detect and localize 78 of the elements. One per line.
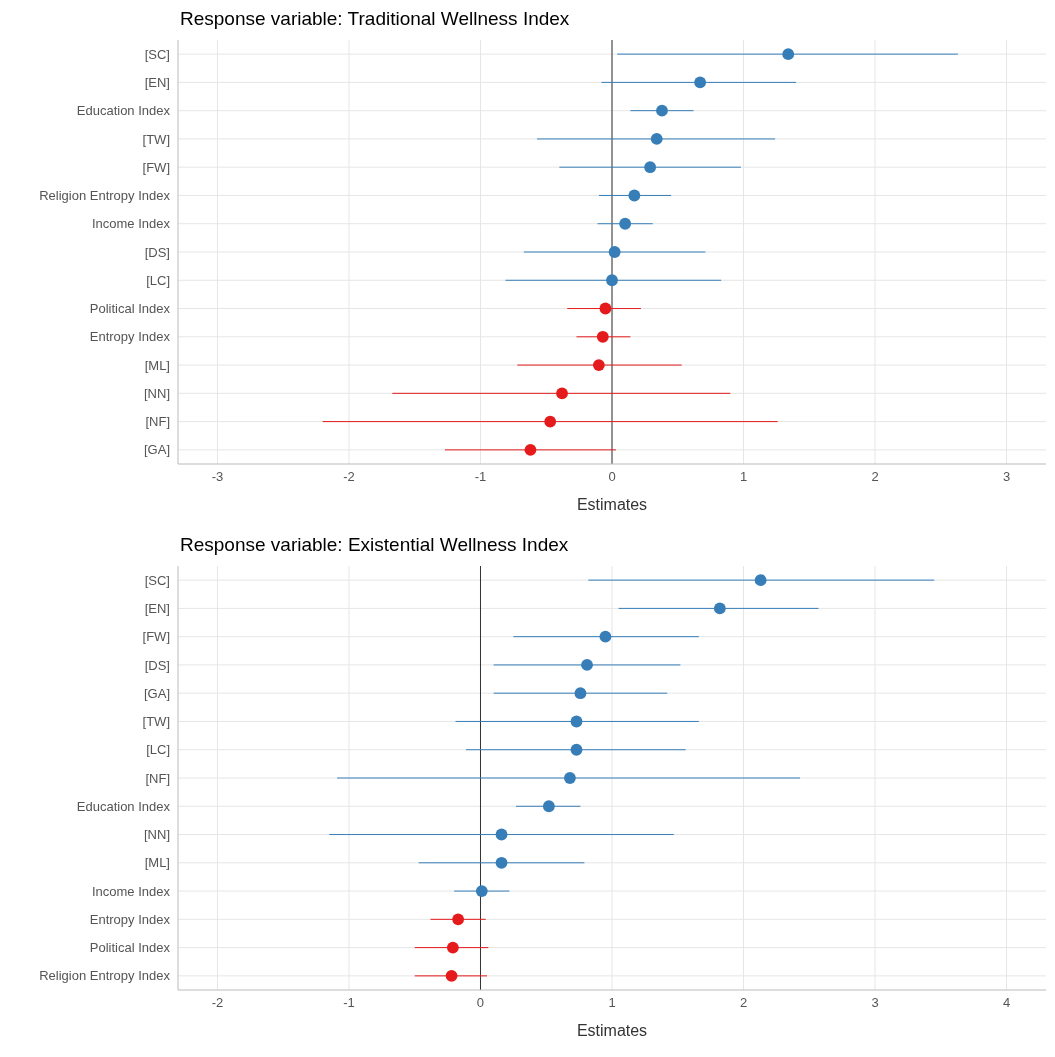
point [599,630,612,643]
y-tick-label: [GA] [143,685,170,701]
point [656,104,668,117]
point [570,715,583,728]
y-tick-label: [DS] [144,657,170,673]
x-tick-label: 3 [1002,469,1011,485]
y-tick-label: [DS] [144,244,170,260]
y-tick-label: [TW] [142,714,170,730]
y-tick-label: [LC] [146,742,170,758]
y-tick-label: [LC] [146,272,170,288]
y-tick-label: Entropy Index [89,911,171,927]
point [650,133,663,145]
point [619,217,632,230]
point [445,969,458,982]
x-tick-label: -3 [211,469,224,485]
point [592,359,605,371]
point [713,602,726,615]
chart-title: Response variable: Traditional Wellness Index [180,8,571,31]
x-tick-label: 2 [739,995,748,1011]
y-tick-label: Education Index [76,798,171,814]
x-tick-label: -1 [474,469,487,485]
point [495,856,508,869]
y-tick-label: Entropy Index [89,329,171,345]
point [452,913,465,926]
y-tick-label: [NF] [145,414,170,430]
chart-title: Response variable: Existential Wellness Index [180,534,570,557]
x-tick-label: 3 [871,995,879,1011]
x-tick-label: 1 [608,995,616,1011]
point [446,941,459,954]
y-tick-label: Education Index [76,103,171,119]
y-tick-label: [FW] [142,159,170,175]
point [574,687,587,700]
y-tick-label: Income Index [91,216,171,232]
y-tick-label: [FW] [142,629,170,645]
x-tick-label: -2 [211,995,224,1011]
point [644,161,657,174]
x-axis-title: Estimates [576,496,648,513]
y-tick-label: Religion Entropy Index [39,188,171,204]
x-tick-label: -2 [343,469,355,485]
y-tick-label: [SC] [144,46,170,62]
point [606,274,618,287]
point [570,743,583,756]
y-tick-label: [GA] [143,442,170,458]
point [556,387,568,400]
x-axis-title: Estimates [576,1022,648,1039]
x-tick-label: 4 [1002,995,1011,1011]
y-tick-label: [NN] [144,385,170,401]
y-tick-label: [EN] [144,75,170,91]
y-tick-label: [ML] [144,357,170,373]
x-tick-label: 2 [871,469,879,485]
point [495,828,508,841]
point [581,659,593,671]
point [754,574,767,587]
x-tick-label: 0 [608,469,616,485]
y-tick-label: [NN] [144,827,170,843]
y-tick-label: Political Index [89,301,171,317]
y-tick-label: [TW] [142,131,170,147]
point [596,330,609,343]
point [544,415,557,428]
point [782,48,795,61]
y-tick-label: [ML] [144,855,170,871]
point [599,302,612,315]
x-tick-label: 1 [739,469,748,485]
x-tick-label: -1 [343,995,355,1011]
point [564,772,576,784]
point [608,246,621,258]
point [694,76,707,89]
point [475,885,488,897]
point [628,189,641,202]
x-tick-label: 0 [476,995,485,1011]
y-tick-label: [SC] [144,572,170,588]
point [524,443,537,456]
y-tick-label: Income Index [91,883,171,899]
y-tick-label: [EN] [144,601,170,617]
y-tick-label: Political Index [89,940,171,956]
point [542,800,555,813]
y-tick-label: [NF] [145,770,170,786]
y-tick-label: Religion Entropy Index [39,968,171,984]
